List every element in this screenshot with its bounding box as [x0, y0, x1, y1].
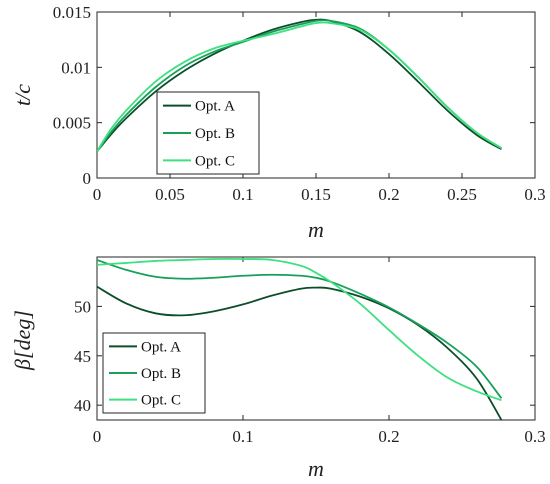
c1-series-line-3 [97, 257, 502, 402]
c1-y-axis-label: β[deg] [10, 310, 35, 371]
c0-legend-label-2: Opt. B [195, 126, 235, 142]
c1-y-tick-label-0: 40 [74, 396, 91, 415]
c1-y-tick-label-1: 45 [74, 347, 91, 366]
c0-series-line-3 [97, 21, 502, 152]
c0-x-axis-label: m [308, 217, 324, 242]
c0-legend-label-3: Opt. C [195, 153, 235, 169]
c0-x-tick-label-5: 0.25 [447, 185, 477, 204]
c0-y-tick-label-0: 0 [83, 169, 92, 188]
c0-y-axis-label: t/c [10, 84, 35, 106]
c1-x-axis-label: m [308, 456, 324, 481]
c1-legend-label-1: Opt. A [141, 339, 181, 355]
c0-y-tick-label-2: 0.01 [61, 58, 91, 77]
c0-x-tick-label-0: 0 [93, 185, 102, 204]
c0-x-tick-label-6: 0.3 [524, 185, 545, 204]
c1-series-line-1 [97, 285, 503, 420]
top-plot-thickness: 0 0.05 0.1 0.15 0.2 0.25 0.3 0 0.005 0.01 0.015 m t/… [10, 3, 546, 242]
c1-x-tick-label-0: 0 [93, 427, 102, 446]
c0-x-tick-label-4: 0.2 [378, 185, 399, 204]
c0-y-tick-label-3: 0.015 [53, 3, 91, 22]
c1-axes-box [96, 256, 536, 421]
c1-x-tick-label-3: 0.3 [524, 427, 545, 446]
c1-legend: Opt. A Opt. B Opt. C [102, 332, 206, 414]
c1-legend-label-3: Opt. C [141, 393, 181, 409]
c0-legend: Opt. A Opt. B Opt. C [156, 91, 260, 175]
c1-x-tick-label-1: 0.1 [232, 427, 253, 446]
c0-series-line-1 [97, 18, 502, 153]
c0-x-tick-label-1: 0.05 [155, 185, 185, 204]
c1-x-tick-label-2: 0.2 [378, 427, 399, 446]
c0-legend-label-1: Opt. A [195, 99, 235, 115]
c0-x-tick-label-2: 0.1 [232, 185, 253, 204]
c0-x-tick-label-3: 0.15 [301, 185, 331, 204]
c0-y-tick-label-1: 0.005 [53, 114, 91, 133]
c1-legend-label-2: Opt. B [141, 366, 181, 382]
c1-series-line-2 [97, 259, 503, 399]
c1-y-tick-label-2: 50 [74, 297, 91, 316]
